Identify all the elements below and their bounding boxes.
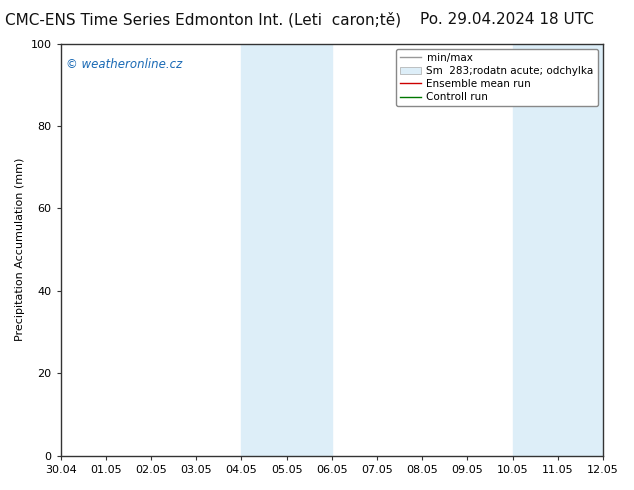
Y-axis label: Precipitation Accumulation (mm): Precipitation Accumulation (mm) [15,158,25,342]
Text: © weatheronline.cz: © weatheronline.cz [66,58,182,71]
Bar [242,44,332,456]
Legend: min/max, Sm  283;rodatn acute; odchylka, Ensemble mean run, Controll run: min/max, Sm 283;rodatn acute; odchylka, … [396,49,598,106]
Bar [513,44,603,456]
Text: CMC-ENS Time Series Edmonton Int. (Leti  caron;tě): CMC-ENS Time Series Edmonton Int. (Leti … [5,12,401,28]
Text: Po. 29.04.2024 18 UTC: Po. 29.04.2024 18 UTC [420,12,594,27]
